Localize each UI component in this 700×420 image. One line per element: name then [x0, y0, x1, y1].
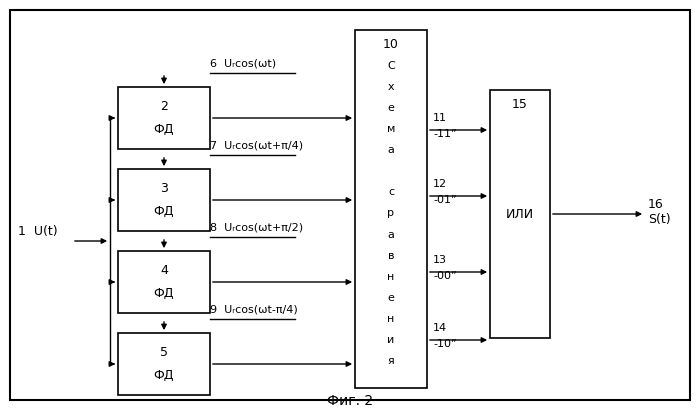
Text: С: С [387, 61, 395, 71]
Text: 3: 3 [160, 182, 168, 195]
Text: 11: 11 [433, 113, 447, 123]
Text: ‑00”: ‑00” [433, 271, 456, 281]
Text: а: а [388, 145, 394, 155]
Text: 1  U(t): 1 U(t) [18, 225, 57, 237]
Text: S(t): S(t) [648, 213, 671, 226]
Text: с: с [388, 187, 394, 197]
Text: я: я [388, 356, 394, 366]
Text: м: м [387, 124, 395, 134]
Bar [118, 87, 210, 149]
Text: н: н [387, 314, 395, 324]
Bar [118, 169, 210, 231]
Bar [355, 30, 427, 388]
Text: ‑11”: ‑11” [433, 129, 456, 139]
Text: 8  Uᵣcos(ωt+π/2): 8 Uᵣcos(ωt+π/2) [210, 222, 303, 232]
Text: 6  Uᵣcos(ωt): 6 Uᵣcos(ωt) [210, 58, 276, 68]
Bar [118, 251, 210, 313]
Text: ФД: ФД [154, 369, 174, 382]
Text: 12: 12 [433, 179, 447, 189]
Bar [490, 90, 550, 338]
Text: а: а [388, 230, 394, 239]
Text: и: и [387, 335, 395, 345]
Text: ФД: ФД [154, 205, 174, 218]
Text: р: р [388, 208, 395, 218]
Text: в: в [388, 251, 394, 260]
Text: ФД: ФД [154, 287, 174, 299]
Text: 16: 16 [648, 197, 664, 210]
Text: 4: 4 [160, 264, 168, 277]
Text: 5: 5 [160, 346, 168, 360]
Text: ИЛИ: ИЛИ [506, 207, 534, 220]
Text: 15: 15 [512, 97, 528, 110]
Text: н: н [387, 272, 395, 282]
Text: 2: 2 [160, 100, 168, 113]
Text: х: х [388, 82, 394, 92]
Text: ФД: ФД [154, 123, 174, 136]
Bar [118, 333, 210, 395]
Text: 10: 10 [383, 37, 399, 50]
Text: ‑01”: ‑01” [433, 195, 456, 205]
Text: Фиг. 2: Фиг. 2 [327, 394, 373, 408]
Text: 14: 14 [433, 323, 447, 333]
Text: ‑10”: ‑10” [433, 339, 456, 349]
Text: 9  Uᵣcos(ωt-π/4): 9 Uᵣcos(ωt-π/4) [210, 304, 298, 314]
Text: е: е [388, 293, 394, 303]
Text: 7  Uᵣcos(ωt+π/4): 7 Uᵣcos(ωt+π/4) [210, 140, 303, 150]
Text: е: е [388, 103, 394, 113]
Text: 13: 13 [433, 255, 447, 265]
